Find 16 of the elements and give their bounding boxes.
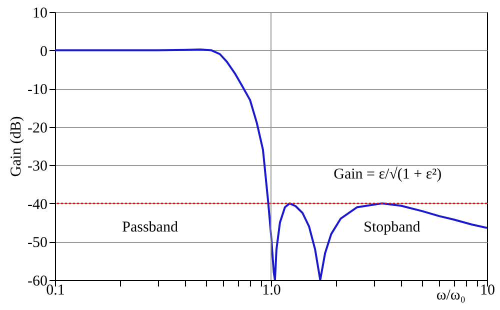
annotation: Passband <box>122 219 178 236</box>
y-tick-label: 10 <box>32 6 48 22</box>
ref-line-label: Gain = ε/√(1 + ε²) <box>334 166 442 182</box>
x-tick-label: 10 <box>480 282 495 298</box>
y-tick-label: -20 <box>28 120 48 136</box>
y-tick-label: -50 <box>28 235 48 252</box>
y-tick-label: -10 <box>28 82 48 98</box>
x-axis-title: ω/ω₀ <box>436 288 466 304</box>
y-tick-label: -30 <box>28 158 48 175</box>
x-tick-label: 0.1 <box>46 282 65 298</box>
x-tick-label: 1.0 <box>262 282 281 298</box>
y-axis-title: Gain (dB) <box>8 116 25 177</box>
y-tick-label: -60 <box>28 274 48 290</box>
y-tick-label: 0 <box>40 44 48 60</box>
annotation: Stopband <box>364 219 421 236</box>
y-tick-label: -40 <box>28 196 48 213</box>
